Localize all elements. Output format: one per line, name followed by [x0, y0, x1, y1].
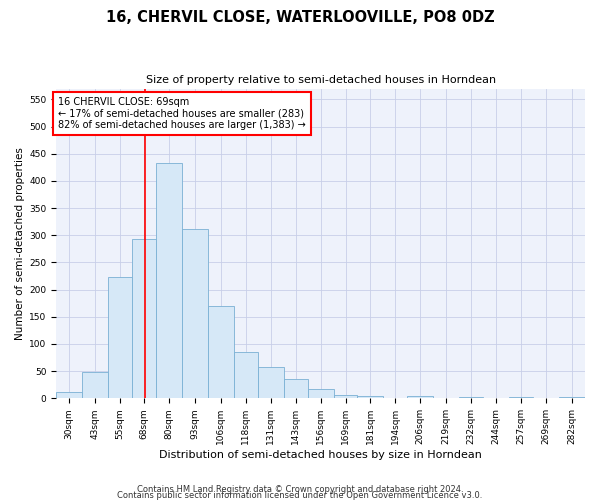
- Bar: [459, 396, 483, 398]
- Bar: [108, 277, 132, 398]
- Y-axis label: Number of semi-detached properties: Number of semi-detached properties: [15, 147, 25, 340]
- X-axis label: Distribution of semi-detached houses by size in Horndean: Distribution of semi-detached houses by …: [159, 450, 482, 460]
- Bar: [56, 392, 82, 398]
- Bar: [559, 396, 585, 398]
- Bar: [308, 389, 334, 398]
- Bar: [208, 306, 234, 398]
- Bar: [234, 352, 258, 399]
- Title: Size of property relative to semi-detached houses in Horndean: Size of property relative to semi-detach…: [146, 75, 496, 85]
- Text: Contains HM Land Registry data © Crown copyright and database right 2024.: Contains HM Land Registry data © Crown c…: [137, 484, 463, 494]
- Bar: [82, 372, 108, 398]
- Bar: [284, 380, 308, 398]
- Bar: [407, 396, 433, 398]
- Bar: [156, 163, 182, 398]
- Text: 16, CHERVIL CLOSE, WATERLOOVILLE, PO8 0DZ: 16, CHERVIL CLOSE, WATERLOOVILLE, PO8 0D…: [106, 10, 494, 25]
- Text: Contains public sector information licensed under the Open Government Licence v3: Contains public sector information licen…: [118, 490, 482, 500]
- Bar: [182, 230, 208, 398]
- Bar: [132, 239, 156, 398]
- Bar: [258, 367, 284, 398]
- Bar: [358, 396, 383, 398]
- Bar: [334, 394, 358, 398]
- Text: 16 CHERVIL CLOSE: 69sqm
← 17% of semi-detached houses are smaller (283)
82% of s: 16 CHERVIL CLOSE: 69sqm ← 17% of semi-de…: [58, 96, 306, 130]
